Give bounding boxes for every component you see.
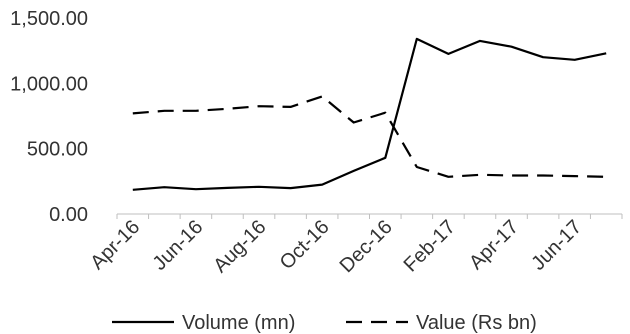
x-tick-label: Jun-16 xyxy=(149,216,208,275)
x-tick-label: Feb-17 xyxy=(400,216,460,276)
series-line-value-rs-bn xyxy=(132,95,607,178)
x-tick-label: Jun-17 xyxy=(527,216,586,275)
x-tick-label: Aug-16 xyxy=(209,216,270,277)
chart-axes: 0.00 500.00 1,000.00 1,500.00 Apr-16 Jun-16 Au… xyxy=(10,8,623,277)
chart-series xyxy=(132,37,607,191)
x-tick-label: Dec-16 xyxy=(336,216,397,277)
y-tick-label: 500.00 xyxy=(27,139,88,161)
y-tick-label: 0.00 xyxy=(49,204,88,226)
x-tick-label: Apr-17 xyxy=(465,216,523,274)
x-tick-label: Apr-16 xyxy=(86,216,144,274)
x-tick-label: Oct-16 xyxy=(276,216,334,274)
y-tick-label: 1,000.00 xyxy=(10,73,88,95)
y-tick-label: 1,500.00 xyxy=(10,8,88,30)
legend-label: Volume (mn) xyxy=(182,312,295,334)
legend-label: Value (Rs bn) xyxy=(416,312,537,334)
chart-legend: Volume (mn) Value (Rs bn) xyxy=(112,312,537,334)
series-line-volume-mn xyxy=(132,37,607,191)
